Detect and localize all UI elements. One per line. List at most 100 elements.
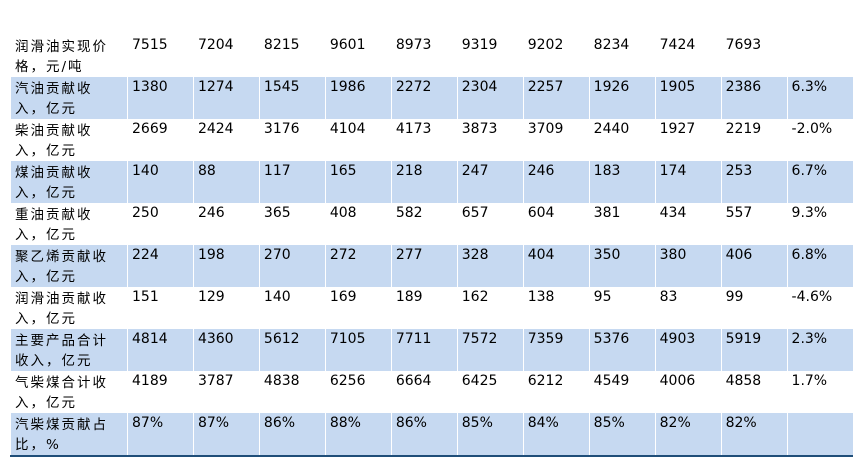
cell: 7572 (456, 329, 524, 371)
cell: 9601 (324, 35, 392, 77)
cell: 1905 (654, 77, 722, 119)
cell: 657 (456, 203, 524, 245)
cell: 86% (390, 413, 458, 456)
row-label: 柴油贡献收入，亿元 (10, 119, 128, 161)
cell: 1274 (192, 77, 260, 119)
cell: 7359 (522, 329, 590, 371)
cell: 328 (456, 245, 524, 287)
cell: 169 (324, 287, 392, 329)
cell: 8973 (390, 35, 458, 77)
cell: 2257 (522, 77, 590, 119)
table-row: 润滑油实现价格，元/吨 7515 7204 8215 9601 8973 9319 9202 8… (10, 35, 853, 77)
cell: 1926 (588, 77, 656, 119)
cell: 247 (456, 161, 524, 203)
cell: 4814 (127, 329, 194, 371)
cell: 86% (258, 413, 326, 456)
data-table: 润滑油实现价格，元/吨 7515 7204 8215 9601 8973 9319 9202 8… (10, 35, 853, 457)
row-label: 主要产品合计收入，亿元 (10, 329, 128, 371)
cell: 87% (127, 413, 194, 456)
cell: 95 (588, 287, 656, 329)
row-label: 气柴煤合计收入，亿元 (10, 371, 128, 413)
row-label: 汽油贡献收入，亿元 (10, 77, 128, 119)
cell: 3873 (456, 119, 524, 161)
cell: 4360 (192, 329, 260, 371)
cell (786, 413, 853, 456)
cell: 1986 (324, 77, 392, 119)
cell: 82% (720, 413, 788, 456)
cell: 272 (324, 245, 392, 287)
cell: 5612 (258, 329, 326, 371)
cell: 8215 (258, 35, 326, 77)
cell: 6.8% (786, 245, 853, 287)
cell: 250 (127, 203, 194, 245)
cell: 162 (456, 287, 524, 329)
cell: 4173 (390, 119, 458, 161)
cell: 9319 (456, 35, 524, 77)
cell: 7693 (720, 35, 788, 77)
cell: 7515 (127, 35, 194, 77)
cell: 5376 (588, 329, 656, 371)
cell: 7105 (324, 329, 392, 371)
cell: 6425 (456, 371, 524, 413)
cell: 129 (192, 287, 260, 329)
cell: 174 (654, 161, 722, 203)
cell: 2219 (720, 119, 788, 161)
cell: 6.7% (786, 161, 853, 203)
cell: 1927 (654, 119, 722, 161)
row-label: 润滑油贡献收入，亿元 (10, 287, 128, 329)
cell: 3787 (192, 371, 260, 413)
cell: 6.3% (786, 77, 853, 119)
cell: 87% (192, 413, 260, 456)
cell (786, 35, 853, 77)
cell: 4189 (127, 371, 194, 413)
cell: 183 (588, 161, 656, 203)
row-label: 重油贡献收入，亿元 (10, 203, 128, 245)
cell: -4.6% (786, 287, 853, 329)
cell: 218 (390, 161, 458, 203)
cell: 381 (588, 203, 656, 245)
cell: 7424 (654, 35, 722, 77)
cell: 5919 (720, 329, 788, 371)
cell: 253 (720, 161, 788, 203)
cell: 246 (522, 161, 590, 203)
table-row: 主要产品合计收入，亿元 4814 4360 5612 7105 7711 7572 7359 5… (10, 329, 853, 371)
cell: -2.0% (786, 119, 853, 161)
cell: 198 (192, 245, 260, 287)
row-label: 润滑油实现价格，元/吨 (10, 35, 128, 77)
cell: 6664 (390, 371, 458, 413)
cell: 582 (390, 203, 458, 245)
cell: 88 (192, 161, 260, 203)
table-wrap: 润滑油实现价格，元/吨 7515 7204 8215 9601 8973 9319 9202 8… (10, 35, 853, 457)
row-label: 煤油贡献收入，亿元 (10, 161, 128, 203)
cell: 2669 (127, 119, 194, 161)
cell: 151 (127, 287, 194, 329)
cell: 404 (522, 245, 590, 287)
cell: 4903 (654, 329, 722, 371)
table-row: 聚乙烯贡献收入，亿元 224 198 270 272 277 328 404 350 380 406… (10, 245, 853, 287)
cell: 85% (588, 413, 656, 456)
table-row: 气柴煤合计收入，亿元 4189 3787 4838 6256 6664 6425 6212 45… (10, 371, 853, 413)
cell: 434 (654, 203, 722, 245)
cell: 1545 (258, 77, 326, 119)
cell: 82% (654, 413, 722, 456)
cell: 4549 (588, 371, 656, 413)
cell: 8234 (588, 35, 656, 77)
table-row: 重油贡献收入，亿元 250 246 365 408 582 657 604 381 434 557 9… (10, 203, 853, 245)
cell: 165 (324, 161, 392, 203)
cell: 9202 (522, 35, 590, 77)
cell: 270 (258, 245, 326, 287)
cell: 88% (324, 413, 392, 456)
cell: 604 (522, 203, 590, 245)
cell: 406 (720, 245, 788, 287)
table-row: 润滑油贡献收入，亿元 151 129 140 169 189 162 138 95 83 99 -4.… (10, 287, 853, 329)
cell: 117 (258, 161, 326, 203)
cell: 7711 (390, 329, 458, 371)
table-row: 汽柴煤贡献占比，% 87% 87% 86% 88% 86% 85% 84% 85% 82% 82% (10, 413, 853, 456)
cell: 380 (654, 245, 722, 287)
cell: 4006 (654, 371, 722, 413)
cell: 7204 (192, 35, 260, 77)
table-row: 汽油贡献收入，亿元 1380 1274 1545 1986 2272 2304 2257 192… (10, 77, 853, 119)
cell: 2.3% (786, 329, 853, 371)
row-label: 汽柴煤贡献占比，% (10, 413, 128, 456)
